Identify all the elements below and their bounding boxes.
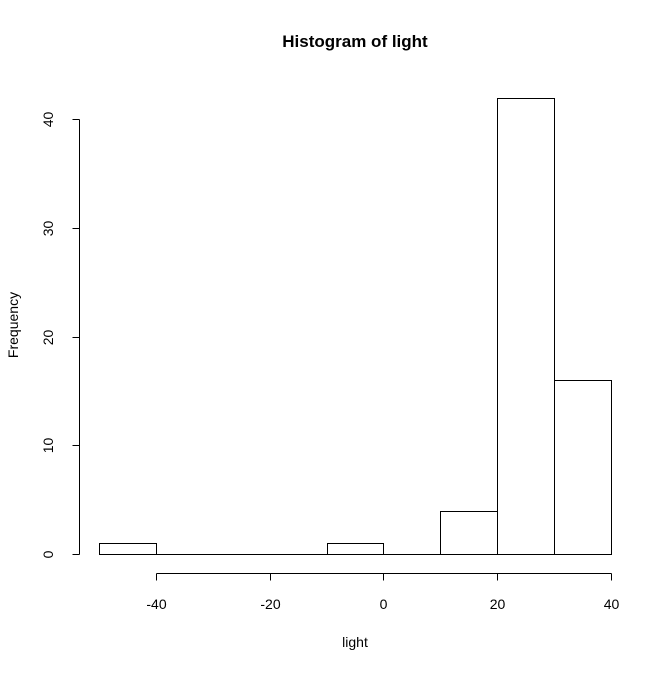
y-tick-label: 0 (40, 550, 56, 558)
histogram-bar (497, 98, 555, 555)
bars-group (99, 98, 612, 555)
y-tick-label: 30 (40, 221, 56, 237)
x-tick-label: -40 (146, 596, 166, 612)
x-tick-label: -20 (260, 596, 280, 612)
histogram-bar (99, 543, 157, 555)
x-axis-label: light (342, 634, 368, 650)
histogram-bar (440, 511, 498, 555)
y-tick-label: 20 (40, 330, 56, 346)
y-tick-label: 10 (40, 438, 56, 454)
histogram-bar (554, 380, 612, 555)
x-axis: -40 -20 0 20 40 (146, 573, 620, 612)
x-tick-label: 40 (604, 596, 620, 612)
histogram-bar (327, 543, 384, 555)
y-axis: 0 10 20 30 40 (40, 112, 80, 558)
chart-title: Histogram of light (282, 32, 428, 51)
y-axis-label: Frequency (5, 292, 21, 358)
x-tick-label: 20 (490, 596, 506, 612)
x-tick-label: 0 (380, 596, 388, 612)
y-tick-label: 40 (40, 112, 56, 128)
